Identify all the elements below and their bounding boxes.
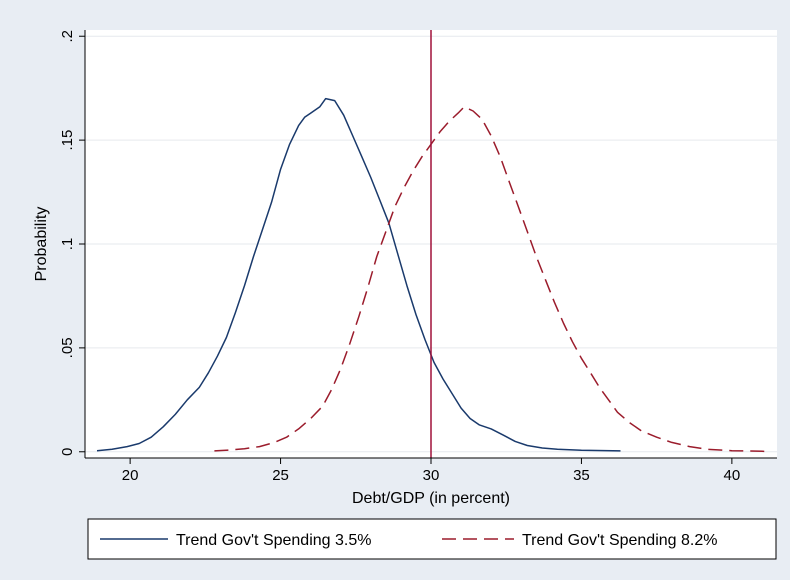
legend-label-1: Trend Gov't Spending 3.5% xyxy=(176,532,371,549)
y-tick-label: .2 xyxy=(59,30,76,43)
series-line-2 xyxy=(214,106,769,453)
y-tick-label: .05 xyxy=(59,337,76,358)
x-tick-label: 30 xyxy=(423,467,440,484)
legend-box xyxy=(87,518,777,560)
x-tick-label: 35 xyxy=(573,467,590,484)
series-layer xyxy=(96,97,769,453)
x-tick-label: 40 xyxy=(724,467,741,484)
x-axis-title: Debt/GDP (in percent) xyxy=(352,490,510,507)
y-tick-label: .1 xyxy=(59,238,76,251)
y-axis-title: Probability xyxy=(33,207,50,282)
x-tick-label: 20 xyxy=(122,467,139,484)
legend: Trend Gov't Spending 3.5% Trend Gov't Spe… xyxy=(87,518,777,560)
y-tick-label: 0 xyxy=(59,448,76,456)
legend-label-2: Trend Gov't Spending 8.2% xyxy=(522,532,717,549)
series-line-1 xyxy=(96,97,621,452)
x-tick-label: 25 xyxy=(272,467,289,484)
y-tick-label: .15 xyxy=(59,130,76,151)
axes: 0 .05 .1 .15 .2 20 25 30 35 40 xyxy=(59,30,777,484)
